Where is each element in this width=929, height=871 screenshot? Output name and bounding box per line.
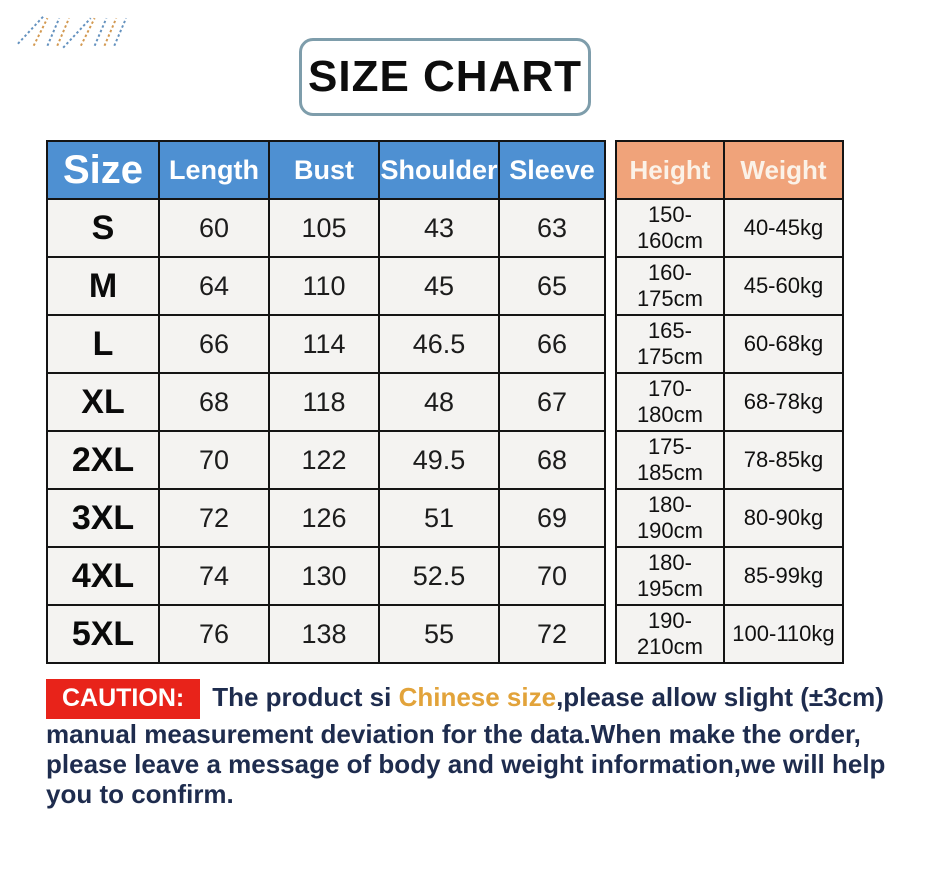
measurement-cell: 69 bbox=[498, 488, 606, 548]
measurement-cell: 55 bbox=[378, 604, 500, 664]
table-row: 165-175cm 60-68kg bbox=[615, 314, 845, 374]
height-cell: 165-175cm bbox=[615, 314, 725, 374]
measurement-cell: 67 bbox=[498, 372, 606, 432]
measurement-cell: 45 bbox=[378, 256, 500, 316]
caution-text: ,please allow slight (±3cm) bbox=[556, 682, 884, 712]
size-label-cell: S bbox=[46, 198, 160, 258]
height-cell: 160-175cm bbox=[615, 256, 725, 316]
measurement-cell: 118 bbox=[268, 372, 380, 432]
brand-watermark-icon bbox=[17, 15, 128, 49]
measurement-cell: 52.5 bbox=[378, 546, 500, 606]
caution-text: The product si bbox=[212, 682, 399, 712]
size-label-cell: 4XL bbox=[46, 546, 160, 606]
table-row: 180-195cm 85-99kg bbox=[615, 546, 845, 606]
weight-cell: 68-78kg bbox=[722, 372, 845, 432]
size-label-cell: 2XL bbox=[46, 430, 160, 490]
size-table-height-weight: Height Weight 150-160cm 40-45kg 160-175c… bbox=[615, 140, 845, 664]
column-header-size: Size bbox=[46, 140, 160, 200]
caution-line-2: manual measurement deviation for the dat… bbox=[46, 719, 861, 749]
measurement-cell: 138 bbox=[268, 604, 380, 664]
table-row: L 66 114 46.5 66 bbox=[46, 314, 606, 374]
measurement-cell: 70 bbox=[158, 430, 270, 490]
height-cell: 180-195cm bbox=[615, 546, 725, 606]
weight-cell: 45-60kg bbox=[722, 256, 845, 316]
column-header-height: Height bbox=[615, 140, 725, 200]
size-label-cell: 5XL bbox=[46, 604, 160, 664]
height-cell: 150-160cm bbox=[615, 198, 725, 258]
caution-highlight: Chinese size bbox=[398, 682, 557, 712]
measurement-cell: 72 bbox=[158, 488, 270, 548]
caution-line-4: you to confirm. bbox=[46, 779, 234, 809]
column-header-shoulder: Shoulder bbox=[378, 140, 500, 200]
header-row: Size Length Bust Shoulder Sleeve bbox=[46, 140, 606, 200]
height-cell: 180-190cm bbox=[615, 488, 725, 548]
measurement-cell: 72 bbox=[498, 604, 606, 664]
size-label-cell: M bbox=[46, 256, 160, 316]
measurement-cell: 74 bbox=[158, 546, 270, 606]
caution-label: CAUTION: bbox=[46, 679, 201, 719]
height-cell: 170-180cm bbox=[615, 372, 725, 432]
measurement-cell: 126 bbox=[268, 488, 380, 548]
table-row: 160-175cm 45-60kg bbox=[615, 256, 845, 316]
height-cell: 175-185cm bbox=[615, 430, 725, 490]
measurement-cell: 76 bbox=[158, 604, 270, 664]
measurement-cell: 66 bbox=[498, 314, 606, 374]
measurement-cell: 48 bbox=[378, 372, 500, 432]
column-header-sleeve: Sleeve bbox=[498, 140, 606, 200]
measurement-cell: 130 bbox=[268, 546, 380, 606]
table-row: 3XL 72 126 51 69 bbox=[46, 488, 606, 548]
header-row: Height Weight bbox=[615, 140, 845, 200]
table-row: M 64 110 45 65 bbox=[46, 256, 606, 316]
size-label-cell: 3XL bbox=[46, 488, 160, 548]
weight-cell: 40-45kg bbox=[722, 198, 845, 258]
measurement-cell: 68 bbox=[498, 430, 606, 490]
table-row: 5XL 76 138 55 72 bbox=[46, 604, 606, 664]
column-header-length: Length bbox=[158, 140, 270, 200]
weight-cell: 78-85kg bbox=[722, 430, 845, 490]
measurement-cell: 60 bbox=[158, 198, 270, 258]
table-row: S 60 105 43 63 bbox=[46, 198, 606, 258]
measurement-cell: 70 bbox=[498, 546, 606, 606]
table-row: 150-160cm 40-45kg bbox=[615, 198, 845, 258]
measurement-cell: 110 bbox=[268, 256, 380, 316]
size-chart-title-box: SIZE CHART bbox=[299, 38, 591, 116]
measurement-cell: 66 bbox=[158, 314, 270, 374]
table-row: 180-190cm 80-90kg bbox=[615, 488, 845, 548]
size-table-main: Size Length Bust Shoulder Sleeve S 60 10… bbox=[46, 140, 606, 664]
measurement-cell: 64 bbox=[158, 256, 270, 316]
table-row: 2XL 70 122 49.5 68 bbox=[46, 430, 606, 490]
weight-cell: 80-90kg bbox=[722, 488, 845, 548]
table-row: 170-180cm 68-78kg bbox=[615, 372, 845, 432]
table-row: 175-185cm 78-85kg bbox=[615, 430, 845, 490]
caution-block: CAUTION: The product si Chinese size,plea… bbox=[46, 679, 916, 809]
measurement-cell: 122 bbox=[268, 430, 380, 490]
measurement-cell: 68 bbox=[158, 372, 270, 432]
column-header-bust: Bust bbox=[268, 140, 380, 200]
measurement-cell: 46.5 bbox=[378, 314, 500, 374]
caution-line-1: CAUTION: The product si Chinese size,plea… bbox=[46, 679, 916, 719]
measurement-cell: 114 bbox=[268, 314, 380, 374]
measurement-cell: 51 bbox=[378, 488, 500, 548]
page-title: SIZE CHART bbox=[308, 52, 582, 101]
measurement-cell: 49.5 bbox=[378, 430, 500, 490]
height-cell: 190-210cm bbox=[615, 604, 725, 664]
table-row: 190-210cm 100-110kg bbox=[615, 604, 845, 664]
weight-cell: 60-68kg bbox=[722, 314, 845, 374]
size-table-group: Size Length Bust Shoulder Sleeve S 60 10… bbox=[46, 140, 845, 664]
measurement-cell: 105 bbox=[268, 198, 380, 258]
measurement-cell: 43 bbox=[378, 198, 500, 258]
caution-line-3: please leave a message of body and weigh… bbox=[46, 749, 886, 779]
measurement-cell: 65 bbox=[498, 256, 606, 316]
weight-cell: 100-110kg bbox=[722, 604, 845, 664]
column-header-weight: Weight bbox=[722, 140, 845, 200]
table-row: XL 68 118 48 67 bbox=[46, 372, 606, 432]
table-row: 4XL 74 130 52.5 70 bbox=[46, 546, 606, 606]
weight-cell: 85-99kg bbox=[722, 546, 845, 606]
size-label-cell: L bbox=[46, 314, 160, 374]
measurement-cell: 63 bbox=[498, 198, 606, 258]
size-label-cell: XL bbox=[46, 372, 160, 432]
